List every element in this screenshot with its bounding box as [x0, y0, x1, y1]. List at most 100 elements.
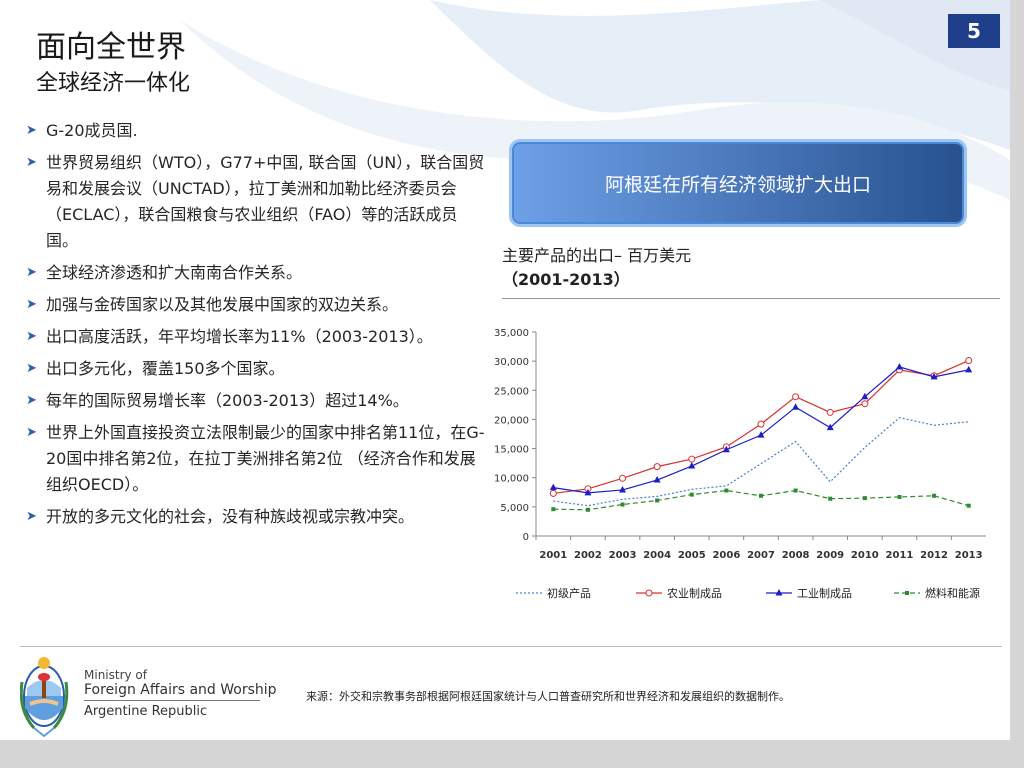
data-point [828, 496, 833, 501]
series-line-3 [553, 366, 969, 494]
x-tick-label: 2006 [712, 550, 740, 561]
arrow-right-icon: ➤ [26, 425, 37, 440]
data-point [895, 362, 903, 370]
chart-heading-line1: 主要产品的出口– 百万美元 [502, 246, 692, 265]
data-point [965, 365, 973, 373]
arrow-right-icon: ➤ [26, 361, 37, 376]
chart-divider [502, 298, 1000, 299]
data-point [826, 423, 834, 431]
data-point [861, 392, 869, 400]
data-point [930, 372, 938, 380]
data-point [655, 498, 660, 503]
y-tick-label: 0 [523, 532, 529, 543]
data-point [861, 400, 869, 408]
page-number: 5 [948, 14, 1000, 48]
data-point [759, 493, 763, 498]
bullet-item: ➤ 出口多元化，覆盖150多个国家。 [26, 356, 486, 382]
series-line-1 [553, 417, 969, 507]
x-tick-label: 2007 [747, 550, 775, 561]
y-tick-label: 30,000 [494, 357, 529, 368]
y-tick-label: 5,000 [500, 503, 529, 514]
coat-of-arms-icon [20, 657, 69, 738]
x-tick-label: 2005 [678, 550, 706, 561]
bullet-item: ➤ 世界贸易组织（WTO），G77+中国, 联合国（UN），联合国贸易和发展会议（… [26, 150, 486, 254]
data-point [722, 445, 730, 453]
arrow-right-icon: ➤ [26, 155, 37, 170]
data-point [792, 393, 800, 401]
y-tick-label: 10,000 [494, 474, 529, 485]
bullet-item: ➤ 加强与金砖国家以及其他发展中国家的双边关系。 [26, 292, 486, 318]
x-tick-label: 2001 [539, 550, 567, 561]
arrow-right-icon: ➤ [26, 509, 37, 524]
data-point [688, 462, 696, 469]
slide: 5 面向全世界 全球经济一体化 ➤ G-20成员国. ➤ 世界贸易组织（WTO），G… [0, 0, 1010, 740]
bullet-text: 开放的多元文化的社会，没有种族歧视或宗教冲突。 [46, 507, 415, 526]
x-tick-label: 2009 [816, 550, 844, 561]
ministry-line3: Argentine Republic [84, 704, 208, 719]
x-tick-label: 2004 [643, 550, 671, 561]
data-point [757, 420, 765, 428]
arrow-right-icon: ➤ [26, 297, 37, 312]
x-tick-label: 2008 [782, 550, 810, 561]
bullet-item: ➤ 全球经济渗透和扩大南南合作关系。 [26, 260, 486, 286]
data-point [549, 489, 557, 497]
ministry-line1: Ministry of [84, 668, 147, 682]
data-point [932, 493, 937, 498]
data-point [549, 483, 557, 491]
bullet-text: 世界上外国直接投资立法限制最少的国家中排名第11位，在G-20国中排名第2位，在… [46, 423, 485, 494]
data-point [792, 403, 800, 410]
y-tick-label: 15,000 [494, 445, 529, 456]
data-point [966, 503, 971, 508]
arrow-right-icon: ➤ [26, 123, 37, 138]
x-tick-label: 2002 [574, 550, 602, 561]
x-tick-label: 2012 [920, 550, 948, 561]
bullet-text: 每年的国际贸易增长率（2003-2013）超过14%。 [46, 391, 409, 410]
bullet-item: ➤ 世界上外国直接投资立法限制最少的国家中排名第11位，在G-20国中排名第2位，… [26, 420, 486, 498]
y-tick-label: 20,000 [494, 415, 529, 426]
bullet-text: G-20成员国. [46, 121, 138, 140]
arrow-right-icon: ➤ [26, 393, 37, 408]
x-tick-label: 2011 [886, 550, 914, 561]
legend-label: 燃料和能源 [925, 586, 980, 600]
y-tick-label: 25,000 [494, 386, 529, 397]
bullet-item: ➤ 出口高度活跃，年平均增长率为11%（2003-2013）。 [26, 324, 486, 350]
data-point [688, 455, 696, 463]
legend-label: 农业制成品 [667, 586, 722, 600]
bullet-text: 出口多元化，覆盖150多个国家。 [46, 359, 285, 378]
ministry-line2: Foreign Affairs and Worship [84, 682, 277, 698]
legend-marker [645, 589, 653, 597]
data-point [653, 463, 661, 471]
data-point [584, 488, 592, 496]
source-note: 来源：外交和宗教事务部根据阿根廷国家统计与人口普查研究所和世界经济和发展组织的数… [306, 690, 790, 703]
bullet-text: 全球经济渗透和扩大南南合作关系。 [46, 263, 303, 282]
export-banner: 阿根廷在所有经济领域扩大出口 [512, 142, 964, 224]
data-point [620, 502, 625, 507]
data-point [619, 485, 627, 493]
slide-title: 面向全世界 [36, 30, 186, 65]
bullet-item: ➤ G-20成员国. [26, 118, 486, 144]
x-tick-label: 2003 [609, 550, 637, 561]
legend-marker [775, 589, 783, 596]
data-point [897, 494, 902, 499]
bullet-item: ➤ 每年的国际贸易增长率（2003-2013）超过14%。 [26, 388, 486, 414]
bullet-item: ➤ 开放的多元文化的社会，没有种族歧视或宗教冲突。 [26, 504, 486, 530]
legend-label: 工业制成品 [797, 587, 852, 600]
chart-heading-line2: （2001-2013） [502, 270, 630, 289]
data-point [724, 488, 729, 493]
series-line-4 [553, 489, 969, 511]
exports-line-chart: 0 5,000 10,000 15,000 20,000 25,000 30,000 35,0… [494, 328, 986, 600]
bullet-text: 加强与金砖国家以及其他发展中国家的双边关系。 [46, 295, 399, 314]
data-point [689, 492, 694, 497]
bullet-text: 世界贸易组织（WTO），G77+中国, 联合国（UN），联合国贸易和发展会议（U… [46, 153, 485, 250]
arrow-right-icon: ➤ [26, 329, 37, 344]
legend-label: 初级产品 [547, 586, 591, 600]
bullet-text: 出口高度活跃，年平均增长率为11%（2003-2013）。 [46, 327, 433, 346]
x-tick-label: 2013 [955, 550, 983, 561]
background-swirl [180, 0, 1010, 200]
chart-heading: 主要产品的出口– 百万美元 （2001-2013） [502, 244, 691, 292]
data-point [585, 507, 590, 512]
legend-marker [905, 591, 909, 595]
data-point [965, 357, 973, 365]
arrow-right-icon: ➤ [26, 265, 37, 280]
footer-divider [20, 646, 1002, 647]
